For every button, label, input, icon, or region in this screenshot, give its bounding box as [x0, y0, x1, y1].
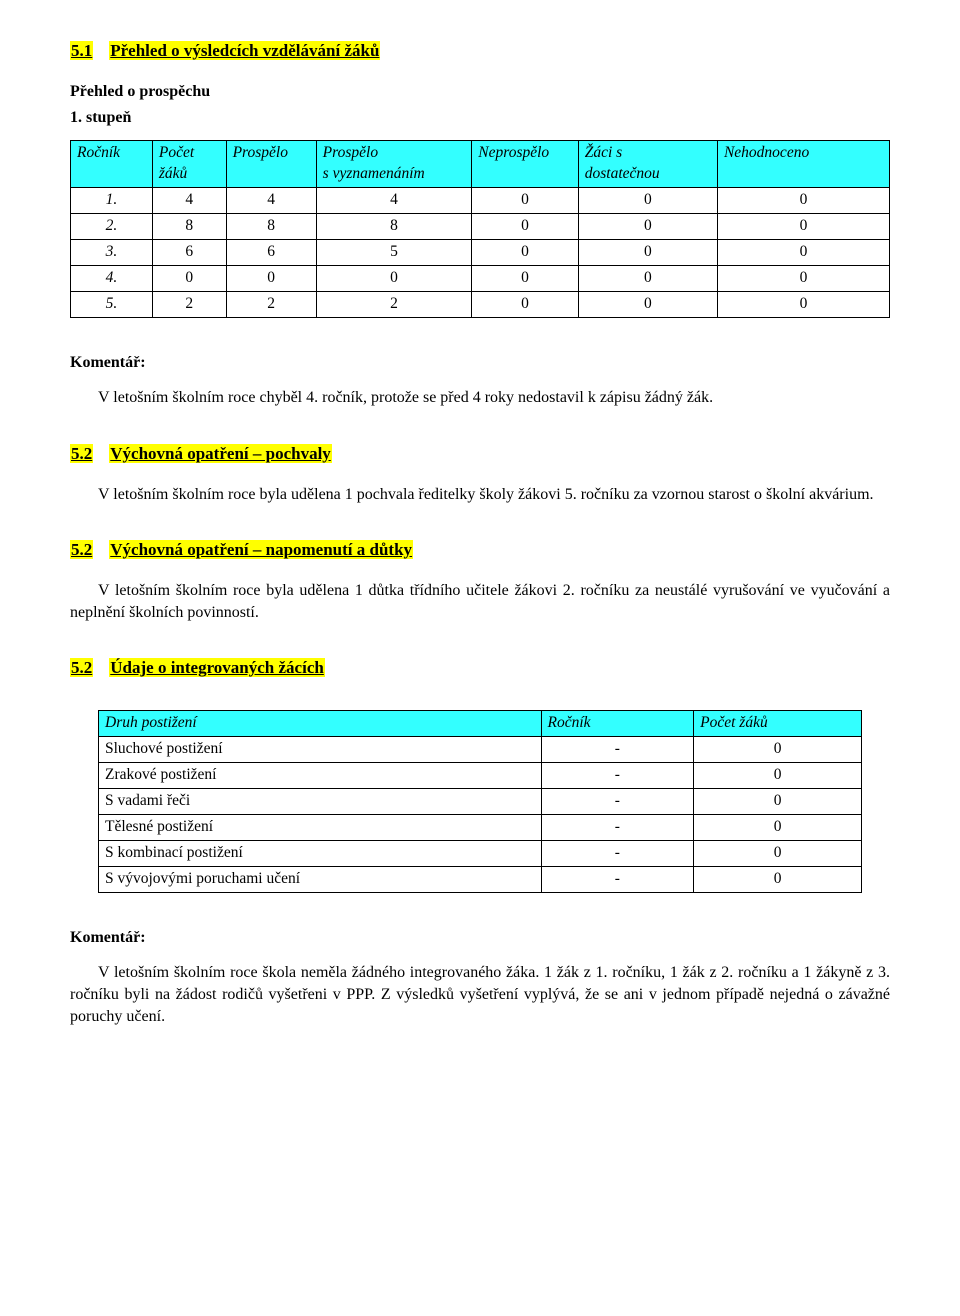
table-row: 2. 8 8 8 0 0 0	[71, 213, 890, 239]
section-5-2c-number: 5.2	[70, 658, 93, 677]
col-prospelo-vyz: Prospělo s vyznamenáním	[316, 141, 472, 188]
comment-label-1: Komentář:	[70, 352, 890, 374]
table-row: S kombinací postižení - 0	[99, 840, 862, 866]
subtitle-prehled: Přehled o prospěchu	[70, 81, 890, 103]
table-row: Sluchové postižení - 0	[99, 737, 862, 763]
disability-table: Druh postižení Ročník Počet žáků Sluchov…	[98, 710, 862, 892]
section-5-1-heading: 5.1 Přehled o výsledcích vzdělávání žáků	[70, 40, 890, 63]
col-pocet: Počet žáků	[152, 141, 226, 188]
section-5-2c-title: Údaje o integrovaných žácích	[109, 658, 325, 677]
col-zaci-dost: Žáci s dostatečnou	[578, 141, 717, 188]
section-5-2b-body: V letošním školním roce byla udělena 1 d…	[70, 580, 890, 623]
table-row: 5. 2 2 2 0 0 0	[71, 291, 890, 317]
results-table: Ročník Počet žáků Prospělo Prospělo s vy…	[70, 140, 890, 317]
section-5-2b-heading: 5.2 Výchovná opatření – napomenutí a důt…	[70, 539, 890, 562]
table-row: Tělesné postižení - 0	[99, 815, 862, 841]
section-5-2b-number: 5.2	[70, 540, 93, 559]
table-row: S vývojovými poruchami učení - 0	[99, 866, 862, 892]
col-pocet2: Počet žáků	[694, 711, 862, 737]
table-row: Zrakové postižení - 0	[99, 763, 862, 789]
section-5-1-number: 5.1	[70, 41, 93, 60]
comment-1-body: V letošním školním roce chyběl 4. ročník…	[70, 387, 890, 409]
col-nehodnoceno: Nehodnoceno	[717, 141, 889, 188]
section-5-1-title: Přehled o výsledcích vzdělávání žáků	[109, 41, 380, 60]
subtitle-stupen: 1. stupeň	[70, 107, 890, 129]
results-table-header: Ročník Počet žáků Prospělo Prospělo s vy…	[71, 141, 890, 188]
section-5-2c-heading: 5.2 Údaje o integrovaných žácích	[70, 657, 890, 680]
col-prospelo: Prospělo	[226, 141, 316, 188]
section-5-2a-heading: 5.2 Výchovná opatření – pochvaly	[70, 443, 890, 466]
table-row: 3. 6 6 5 0 0 0	[71, 239, 890, 265]
disability-table-header: Druh postižení Ročník Počet žáků	[99, 711, 862, 737]
col-rocnik2: Ročník	[541, 711, 694, 737]
table-row: 4. 0 0 0 0 0 0	[71, 265, 890, 291]
section-5-2b-title: Výchovná opatření – napomenutí a důtky	[109, 540, 413, 559]
section-5-2a-body: V letošním školním roce byla udělena 1 p…	[70, 484, 890, 506]
col-neprospelo: Neprospělo	[472, 141, 578, 188]
col-rocnik: Ročník	[71, 141, 153, 188]
table-row: 1. 4 4 4 0 0 0	[71, 187, 890, 213]
comment-2-body: V letošním školním roce škola neměla žád…	[70, 962, 890, 1027]
section-5-2a-number: 5.2	[70, 444, 93, 463]
table-row: S vadami řeči - 0	[99, 789, 862, 815]
col-druh: Druh postižení	[99, 711, 542, 737]
section-5-2a-title: Výchovná opatření – pochvaly	[109, 444, 332, 463]
comment-label-2: Komentář:	[70, 927, 890, 949]
